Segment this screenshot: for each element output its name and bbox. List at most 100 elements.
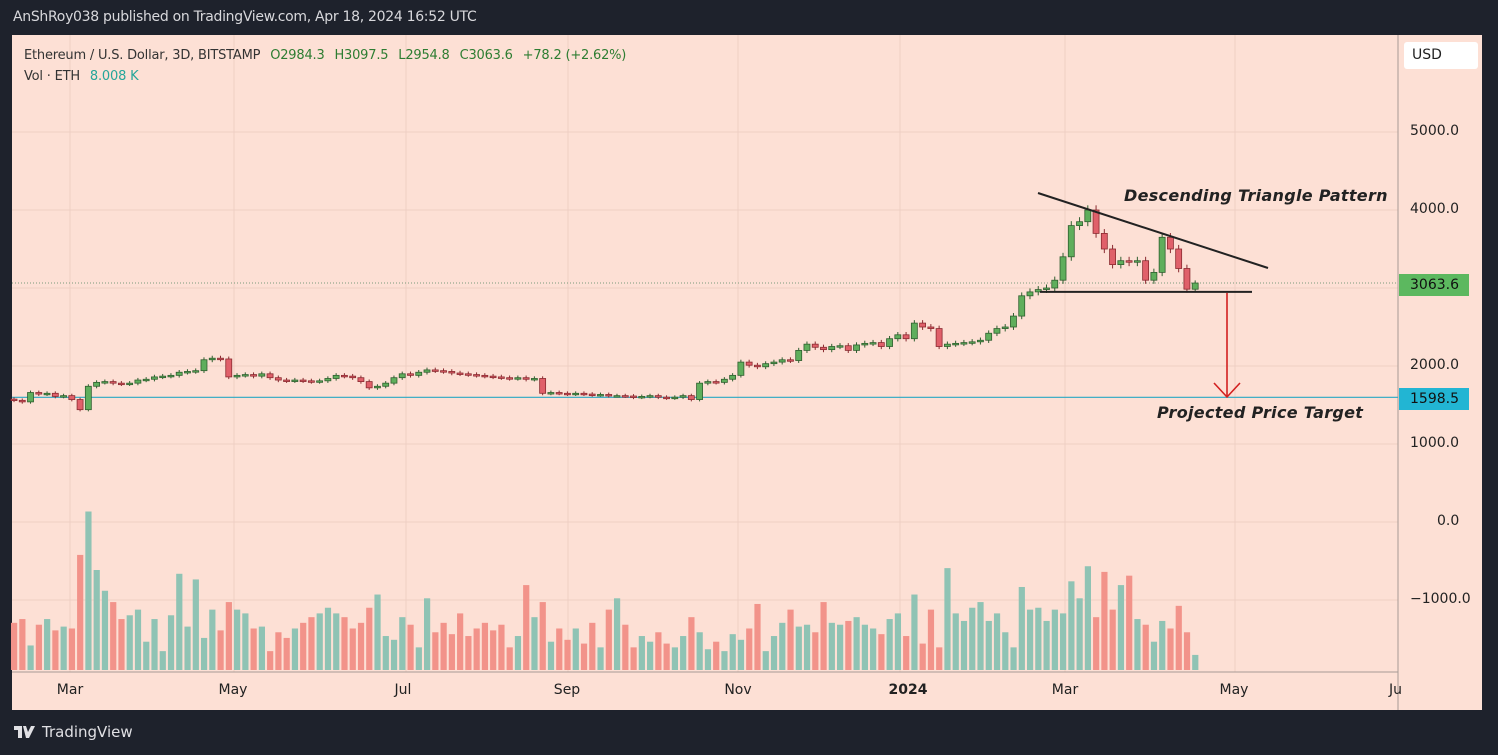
candle-body [117,382,125,386]
candle-body [423,369,431,373]
volume-bar [671,647,678,670]
volume-bar [267,651,274,670]
candle-body [324,378,332,382]
candle-body [283,379,290,382]
volume-bar [77,554,84,670]
volume-bar [217,630,224,670]
volume-bar [1043,620,1050,670]
candle-body [35,392,43,395]
candle-body [101,381,109,384]
candle-body [225,358,233,378]
price-tick: 0.0 [1437,513,1460,529]
candle-body [1059,256,1067,281]
volume-bar [580,643,588,670]
candle-body [1125,260,1133,263]
publish-info: AnShRoy038 published on TradingView.com,… [13,9,477,25]
candle-body [820,346,827,351]
candle-body [539,378,547,394]
candle-body [1026,291,1034,297]
target-annotation[interactable]: Projected Price Target [1157,403,1364,422]
candle-body [307,380,315,383]
candle-body [1142,260,1150,281]
volume-bar [523,585,530,670]
volume-bar [622,624,629,670]
currency-button[interactable]: USD [1404,42,1478,69]
triangle-resistance-line [1037,192,1269,269]
volume-bar [803,624,811,670]
candle-body [1018,295,1026,317]
volume-bar [977,602,984,670]
volume-bar [457,613,464,670]
candle-body [390,377,398,384]
volume-bar [903,636,910,670]
price-tick: 2000.0 [1410,357,1459,373]
volume-bar [564,639,571,670]
candle-body [621,395,629,398]
candle-body [126,382,134,386]
volume-bar [1159,620,1166,670]
candle-body [151,376,158,380]
volume-bar [713,641,720,670]
volume-bar [1076,598,1083,670]
candle-body [217,357,224,361]
candle-body [1191,282,1199,290]
volume-bar [1010,647,1017,670]
tradingview-logo[interactable]: TradingView [14,723,133,741]
candle-body [51,392,59,397]
candle-body [762,363,770,368]
volume-bar [440,622,447,670]
candle-body [68,395,76,400]
candle-body [415,371,423,376]
volume-bar [27,645,34,670]
time-tick: Mar [56,682,84,698]
candle-body [1051,279,1059,289]
volume-bar [250,628,257,670]
pattern-annotation[interactable]: Descending Triangle Pattern [1124,186,1388,205]
ohlc-low: L2954.8 [398,48,450,63]
volume-bar [878,634,885,670]
volume-bar [324,607,332,670]
volume-bar [638,636,645,670]
volume-bar [506,647,513,670]
volume-bar [19,619,26,670]
volume-bar [861,624,868,670]
volume-bar [754,603,761,670]
candle-body [778,359,786,363]
volume-bar [514,636,522,670]
volume-label[interactable]: Vol · ETH [24,69,80,84]
time-tick: May [1219,682,1249,698]
candle-body [811,343,819,348]
candle-body [1167,236,1174,250]
ohlc-close: C3063.6 [459,48,513,63]
symbol-name[interactable]: Ethereum / U.S. Dollar, 3D, BITSTAMP [24,48,261,63]
candle-body [1158,236,1166,273]
candle-body [93,381,100,387]
candle-body [853,344,860,351]
candle-body [654,395,662,398]
candle-body [902,334,910,340]
candle-body [1034,289,1042,293]
candle-body [316,380,324,383]
volume-bar [1101,571,1108,670]
candle-body [787,359,794,362]
volume-bar [746,628,753,670]
candle-body [935,328,943,347]
candle-body [564,392,571,396]
candle-body [968,341,976,344]
candle-body [877,342,885,347]
volume-bar [341,617,348,670]
chart-area[interactable] [12,35,1482,710]
volume-bar [242,613,249,670]
candle-body [357,377,365,383]
volume-bar [680,636,687,670]
candle-body [76,399,84,411]
volume-bar [1167,628,1174,670]
volume-bar [424,598,431,670]
volume-bar [151,619,158,670]
volume-bar [1134,619,1141,670]
volume-bar [192,579,199,670]
candle-body [886,338,893,347]
candle-body [630,395,637,398]
volume-bar [184,626,191,670]
